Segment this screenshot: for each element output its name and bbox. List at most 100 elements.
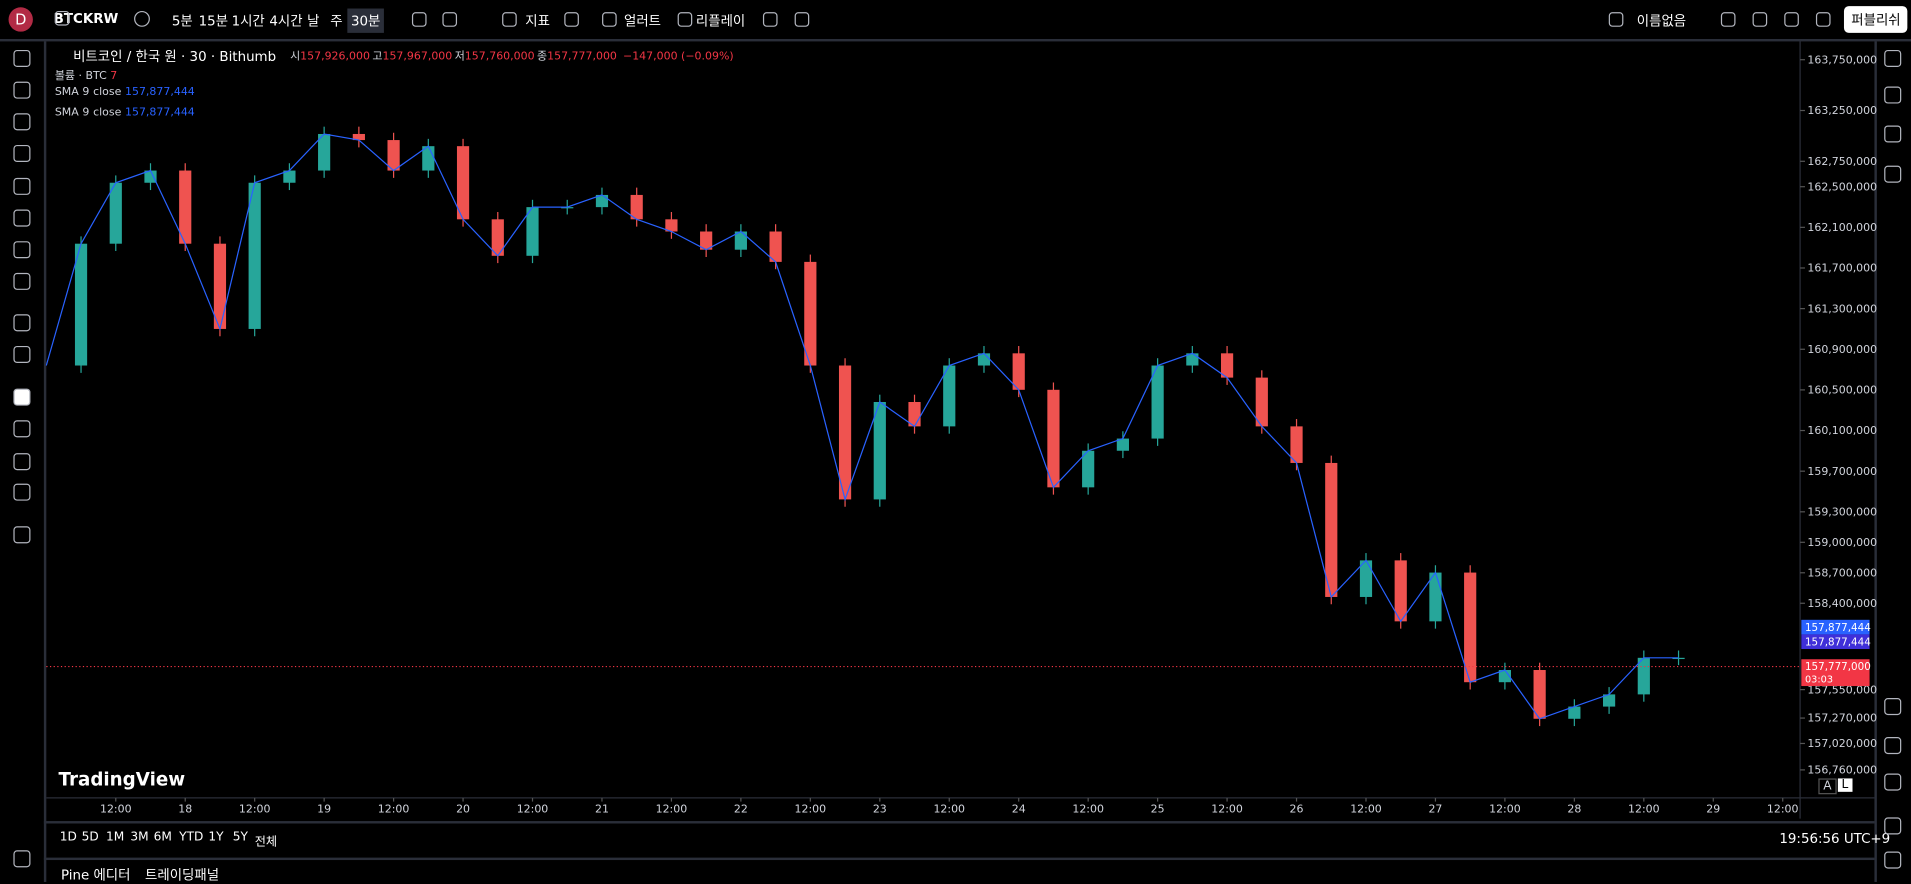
x-tick-label: 28 (1567, 803, 1581, 816)
toolbar-icon[interactable] (1608, 12, 1624, 27)
sidebar-icon[interactable] (1884, 773, 1902, 791)
interval[interactable]: 1시간 (231, 13, 265, 30)
add-symbol[interactable] (134, 10, 150, 27)
ohlc-label: 고 (372, 51, 383, 64)
toolbar-icon[interactable] (1784, 12, 1799, 27)
range-button[interactable]: 5Y (232, 830, 248, 845)
interval[interactable]: 15분 (198, 13, 229, 30)
interval[interactable]: 30분 (347, 8, 385, 33)
toolbar-icon[interactable] (411, 12, 427, 27)
range-button[interactable]: 6M (153, 830, 172, 845)
sma-row: SMA 9 close 157,877,444 (55, 86, 195, 98)
pine-editor[interactable]: Pine 에디터 (60, 867, 131, 884)
candle (630, 194, 643, 220)
sidebar-icon[interactable] (1884, 165, 1902, 183)
price-label: 157,777,000 (1805, 661, 1871, 673)
candle (1568, 706, 1581, 719)
tool-icon[interactable] (13, 850, 31, 868)
tool-icon[interactable] (13, 388, 31, 406)
symbol-search[interactable]: BTCKRW (53, 10, 119, 27)
tool-icon[interactable] (13, 113, 31, 131)
publish[interactable]: 퍼블리쉬 (1843, 6, 1908, 33)
tool-icon[interactable] (13, 345, 31, 364)
toolbar-icon[interactable] (442, 12, 458, 27)
price-label-bg (1801, 659, 1870, 687)
sidebar-icon[interactable] (1884, 737, 1902, 755)
x-tick-label: 20 (456, 803, 470, 816)
layout-name[interactable]: 이름없음 (1636, 13, 1687, 30)
candle (1429, 572, 1442, 622)
toolbar-icon[interactable] (1752, 12, 1768, 27)
toolbar-icon[interactable] (1815, 12, 1831, 27)
x-tick-label: 12:00 (239, 803, 271, 816)
toolbar-icon[interactable] (762, 12, 778, 27)
y-tick-label: 163,250,000 (1807, 104, 1877, 117)
tool-icon[interactable] (13, 209, 31, 227)
clock: 19:56:56 UTC+9 (1779, 830, 1891, 847)
candle (1255, 377, 1268, 427)
tool-icon[interactable] (13, 526, 31, 544)
x-tick-label: 12:00 (1350, 803, 1382, 816)
sidebar-icon[interactable] (1884, 698, 1902, 716)
candle (1359, 560, 1373, 597)
range-button[interactable]: 5D (81, 830, 99, 845)
sidebar-icon[interactable] (1884, 851, 1902, 869)
ohlc-label: 저 (454, 51, 465, 64)
candle (352, 133, 365, 141)
ohlc-value: 157,967,000 (382, 51, 453, 64)
trading-panel[interactable]: 트레이딩패널 (145, 867, 220, 884)
candle (1637, 657, 1650, 695)
tool-icon[interactable] (13, 144, 31, 163)
range-button[interactable]: YTD (179, 830, 204, 845)
range-button[interactable]: 3M (130, 830, 149, 845)
x-tick-label: 12:00 (517, 803, 549, 816)
interval[interactable]: 4시간 (269, 13, 303, 30)
tool-icon[interactable] (13, 49, 31, 68)
range-button[interactable]: 전체 (254, 835, 278, 850)
y-tick-label: 159,300,000 (1807, 505, 1877, 518)
tool-icon[interactable] (13, 241, 31, 259)
interval[interactable]: 5분 (171, 13, 193, 30)
sma-source: close (93, 107, 122, 120)
toolbar-icon[interactable] (564, 12, 579, 27)
candle (1151, 365, 1164, 439)
candle (387, 140, 400, 171)
x-tick-label: 18 (178, 803, 192, 816)
tool-icon[interactable] (13, 453, 31, 471)
interval[interactable]: 날 (307, 13, 320, 30)
x-tick-label: 12:00 (933, 803, 965, 816)
indicators[interactable]: 지표 (525, 13, 550, 30)
ohlc-value: 157,777,000 (547, 51, 617, 64)
tool-icon[interactable] (13, 420, 31, 438)
avatar[interactable]: D (8, 7, 33, 32)
tool-icon[interactable] (13, 81, 31, 99)
toolbar-icon[interactable] (1720, 12, 1736, 27)
replay[interactable]: 리플레이 (695, 13, 746, 30)
tool-icon[interactable] (13, 272, 31, 290)
sma-row: SMA 9 close 157,877,444 (55, 107, 195, 119)
candle (873, 401, 886, 500)
tool-icon[interactable] (13, 314, 31, 332)
sidebar-icon[interactable] (1884, 817, 1902, 835)
sidebar-icon[interactable] (1884, 49, 1902, 68)
range-button[interactable]: 1M (106, 830, 125, 845)
toolbar-icon[interactable] (54, 10, 70, 26)
ohlc-change: −147,000 (−0.09%) (623, 51, 734, 64)
tool-icon[interactable] (13, 483, 31, 501)
interval[interactable]: 주 (330, 13, 343, 30)
sma-value: 157,877,444 (124, 107, 195, 120)
tool-icon[interactable] (13, 177, 31, 195)
axis-button-a[interactable]: A (1818, 778, 1837, 795)
axis-button-l[interactable]: L (1837, 778, 1852, 792)
range-button[interactable]: 1Y (208, 830, 224, 845)
toolbar-icon[interactable] (794, 12, 810, 27)
alert[interactable]: 얼러트 (624, 13, 662, 30)
range-button[interactable]: 1D (59, 830, 77, 845)
toolbar-icon[interactable] (602, 12, 617, 27)
sidebar-icon[interactable] (1884, 125, 1902, 143)
toolbar-icon[interactable] (677, 12, 693, 27)
sidebar-icon[interactable] (1884, 86, 1902, 104)
y-tick-label: 159,000,000 (1807, 536, 1877, 549)
toolbar-icon[interactable] (502, 12, 517, 27)
close-line (45, 133, 1679, 720)
